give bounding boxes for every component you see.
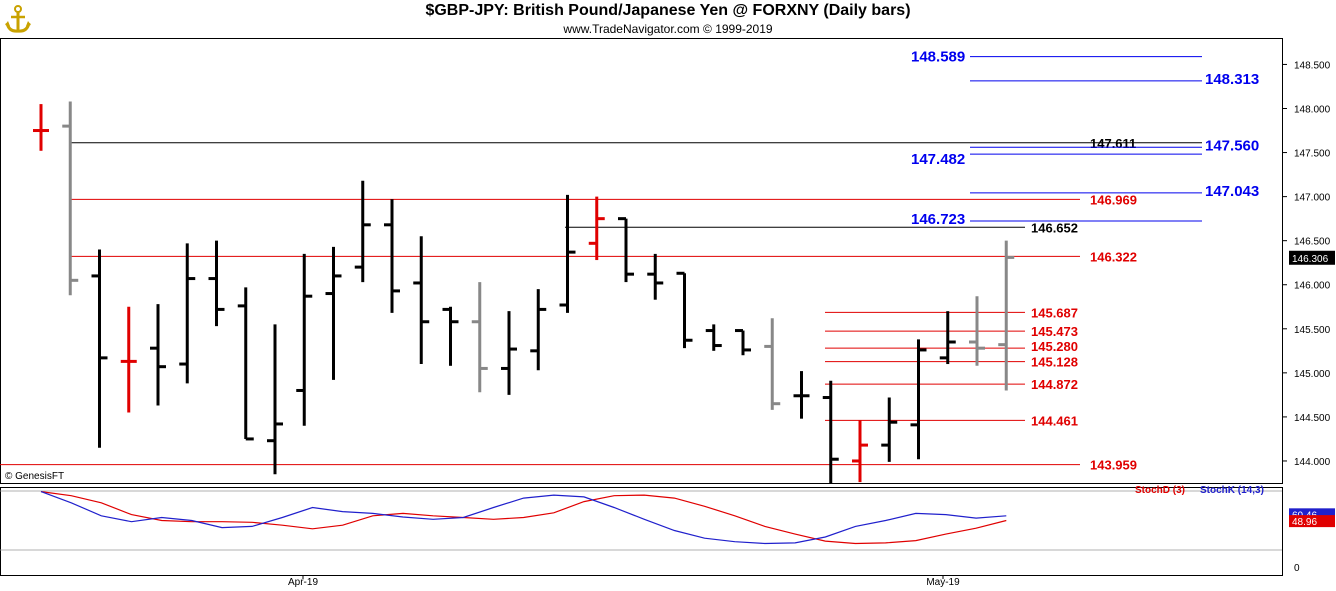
ohlc-bar (822, 380, 839, 483)
y-tick-label: 145.000 (1294, 369, 1331, 380)
current-price-label: 146.306 (1292, 254, 1329, 265)
ohlc-bar (150, 304, 166, 406)
ohlc-bar (852, 420, 868, 483)
y-tick-label: 146.000 (1294, 281, 1331, 292)
ohlc-bar (62, 101, 79, 296)
ohlc-bar (793, 371, 810, 419)
price-axis: 148.500 148.000 147.500 147.000 146.500 146.0… (1282, 60, 1335, 468)
legend-stoch-k: StochK (14,3) (1200, 485, 1264, 496)
ohlc-bar (91, 249, 108, 448)
ohlc-bar (296, 253, 313, 426)
y-tick-label: 145.500 (1294, 325, 1331, 336)
ohlc-bar (120, 306, 137, 413)
chart-header: $GBP-JPY: British Pound/Japanese Yen @ F… (0, 0, 1336, 38)
ohlc-bar (939, 311, 956, 365)
ohlc-bar (764, 318, 781, 410)
level-label: 148.589 (911, 49, 965, 66)
stoch-k-line (40, 491, 1007, 545)
ohlc-bar (881, 397, 898, 462)
level-label: 146.322 (1090, 249, 1137, 264)
level-label: 143.959 (1090, 458, 1137, 473)
level-label: 147.560 (1205, 137, 1259, 154)
copyright-label: © GenesisFT (5, 471, 64, 482)
ohlc-bar (501, 311, 517, 395)
price-bars (33, 101, 1015, 483)
stoch-d-value-box (1289, 515, 1335, 528)
ohlc-bar (998, 240, 1015, 391)
y-tick-label: 146.500 (1294, 237, 1331, 248)
level-label: 144.872 (1031, 377, 1078, 392)
ohlc-bar (559, 194, 576, 313)
ohlc-bar (471, 282, 488, 393)
y-tick-label: 148.500 (1294, 60, 1331, 71)
ohlc-bar (354, 180, 371, 283)
x-tick-label: Apr-19 (288, 577, 318, 588)
ohlc-bar (676, 271, 693, 349)
stoch-d-line (40, 491, 1007, 545)
ohlc-bar (588, 196, 605, 261)
y-tick-label: 148.000 (1294, 104, 1331, 115)
chart-title: $GBP-JPY: British Pound/Japanese Yen @ F… (425, 2, 911, 19)
level-label: 148.313 (1205, 71, 1259, 88)
level-label: 146.723 (911, 211, 965, 228)
time-axis: Apr-19 May-19 (288, 575, 960, 588)
x-tick-label: May-19 (926, 577, 960, 588)
ohlc-bar (325, 246, 342, 380)
level-label: 145.128 (1031, 355, 1078, 370)
ohlc-bar (735, 329, 751, 356)
ohlc-bar (530, 289, 547, 371)
ohlc-bar (208, 240, 225, 327)
ohlc-bar (384, 199, 400, 313)
level-label: 145.473 (1031, 324, 1078, 339)
ohlc-bar (33, 104, 49, 151)
ohlc-bar (618, 217, 634, 283)
ohlc-bar (910, 339, 927, 460)
y-tick-label: 144.000 (1294, 457, 1331, 468)
ohlc-bar (413, 236, 430, 365)
ohlc-bar (647, 253, 664, 300)
level-label: 145.280 (1031, 339, 1078, 354)
ohlc-bar (442, 306, 459, 366)
legend-stoch-d: StochD (3) (1135, 485, 1185, 496)
level-label: 147.482 (911, 151, 965, 168)
stochastic-panel-frame (0, 487, 1283, 576)
current-price-box (1289, 250, 1335, 265)
stoch-d-value: 48.96 (1292, 517, 1317, 528)
level-label: 147.611 (1090, 136, 1136, 151)
stochastic-panel: StochD (3)StochK (14,3)60.4648.960 (40, 485, 1335, 574)
ohlc-bar (969, 296, 985, 366)
level-label: 147.043 (1205, 183, 1259, 200)
chart-subtitle: www.TradeNavigator.com © 1999-2019 (563, 22, 773, 36)
stoch-y-tick-label: 0 (1294, 563, 1300, 574)
ohlc-bar (179, 243, 196, 384)
y-tick-label: 147.000 (1294, 193, 1331, 204)
ohlc-bar (267, 324, 283, 475)
level-label: 144.461 (1031, 413, 1078, 428)
level-label: 146.969 (1090, 192, 1137, 207)
y-tick-label: 144.500 (1294, 413, 1331, 424)
y-tick-label: 147.500 (1294, 149, 1331, 160)
ohlc-bar (237, 287, 254, 441)
chart-frames (0, 38, 1283, 576)
ohlc-bar (705, 324, 722, 351)
price-levels: 148.589 148.313 147.611 147.560 147.482 147.0… (0, 49, 1259, 473)
level-label: 145.687 (1031, 305, 1078, 320)
price-panel-frame (0, 38, 1283, 484)
trade-navigator-anchor-icon (4, 4, 32, 34)
level-label: 146.652 (1031, 220, 1078, 235)
